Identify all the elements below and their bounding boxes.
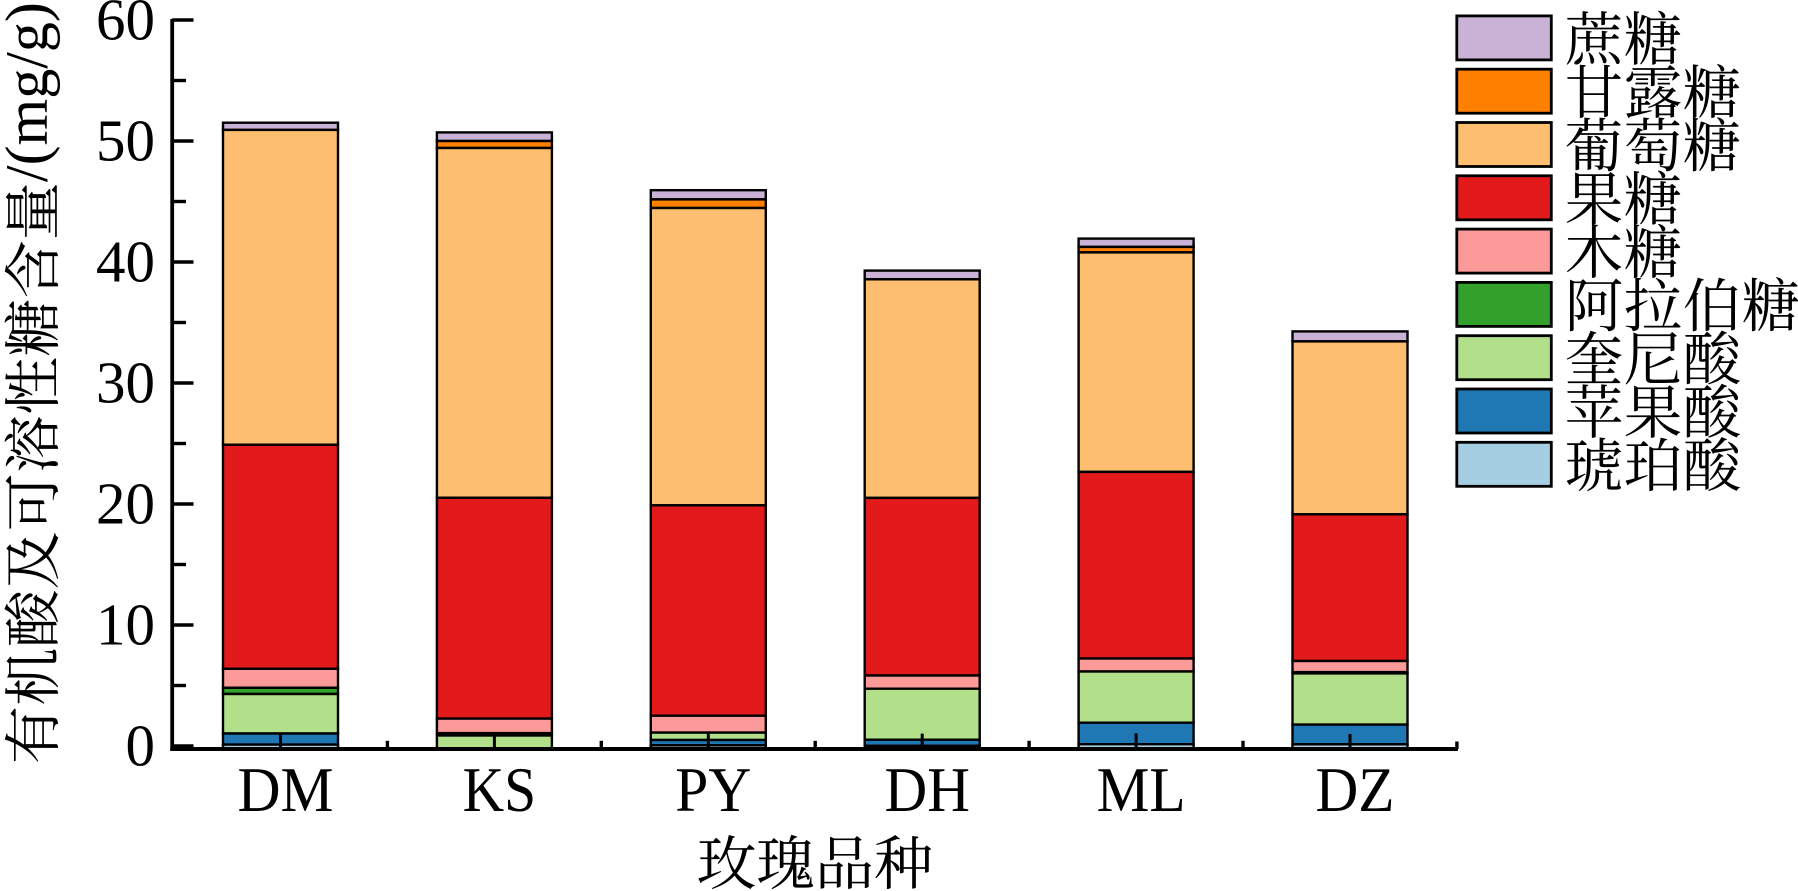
svg-text:KS: KS	[463, 754, 537, 825]
svg-text:DH: DH	[885, 754, 970, 825]
svg-text:DZ: DZ	[1316, 754, 1395, 825]
svg-text:DM: DM	[238, 754, 334, 825]
svg-text:20: 20	[96, 471, 155, 537]
svg-text:10: 10	[96, 592, 155, 658]
svg-text:/(mg/g): /(mg/g)	[0, 2, 60, 182]
svg-text:50: 50	[96, 108, 155, 174]
svg-text:40: 40	[96, 229, 155, 295]
svg-text:ML: ML	[1097, 754, 1186, 825]
svg-text:30: 30	[96, 350, 155, 416]
svg-text:0: 0	[126, 713, 156, 779]
svg-text:PY: PY	[675, 754, 751, 825]
svg-text:60: 60	[96, 0, 155, 53]
